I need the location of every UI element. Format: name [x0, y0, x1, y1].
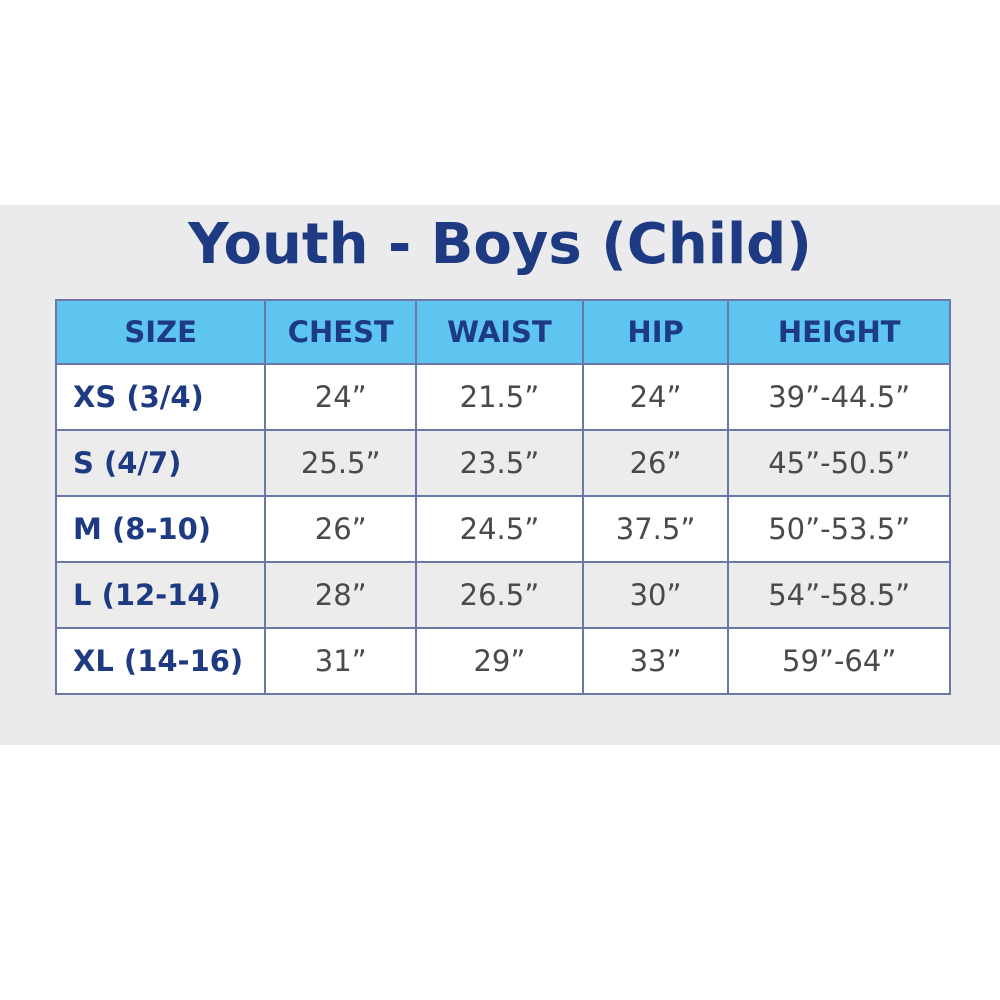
table-row: L (12-14) 28” 26.5” 30” 54”-58.5”: [54, 561, 951, 629]
cell-height: 39”-44.5”: [727, 363, 951, 431]
cell-hip: 33”: [581, 627, 730, 695]
cell-waist: 21.5”: [415, 363, 584, 431]
cell-waist: 26.5”: [415, 561, 584, 629]
column-header-height: HEIGHT: [727, 299, 951, 365]
cell-chest: 25.5”: [264, 429, 418, 497]
cell-height: 59”-64”: [727, 627, 951, 695]
cell-chest: 28”: [264, 561, 418, 629]
table-row: XS (3/4) 24” 21.5” 24” 39”-44.5”: [54, 363, 951, 431]
column-header-hip: HIP: [581, 299, 730, 365]
cell-hip: 30”: [581, 561, 730, 629]
size-chart-table: SIZE CHEST WAIST HIP HEIGHT XS (3/4) 24” 21.5”…: [54, 299, 951, 695]
size-label: M (8-10): [54, 495, 267, 563]
column-header-chest: CHEST: [264, 299, 418, 365]
cell-height: 54”-58.5”: [727, 561, 951, 629]
column-header-size: SIZE: [54, 299, 267, 365]
cell-hip: 24”: [581, 363, 730, 431]
cell-height: 50”-53.5”: [727, 495, 951, 563]
size-label: XL (14-16): [54, 627, 267, 695]
table-row: S (4/7) 25.5” 23.5” 26” 45”-50.5”: [54, 429, 951, 497]
chart-title: Youth - Boys (Child): [188, 212, 812, 277]
cell-waist: 29”: [415, 627, 584, 695]
cell-chest: 26”: [264, 495, 418, 563]
size-label: XS (3/4): [54, 363, 267, 431]
cell-chest: 24”: [264, 363, 418, 431]
table-row: XL (14-16) 31” 29” 33” 59”-64”: [54, 627, 951, 695]
size-label: L (12-14): [54, 561, 267, 629]
size-label: S (4/7): [54, 429, 267, 497]
cell-waist: 23.5”: [415, 429, 584, 497]
cell-hip: 37.5”: [581, 495, 730, 563]
column-header-waist: WAIST: [415, 299, 584, 365]
cell-hip: 26”: [581, 429, 730, 497]
cell-height: 45”-50.5”: [727, 429, 951, 497]
cell-chest: 31”: [264, 627, 418, 695]
table-row: M (8-10) 26” 24.5” 37.5” 50”-53.5”: [54, 495, 951, 563]
header-row: SIZE CHEST WAIST HIP HEIGHT: [54, 299, 951, 365]
cell-waist: 24.5”: [415, 495, 584, 563]
